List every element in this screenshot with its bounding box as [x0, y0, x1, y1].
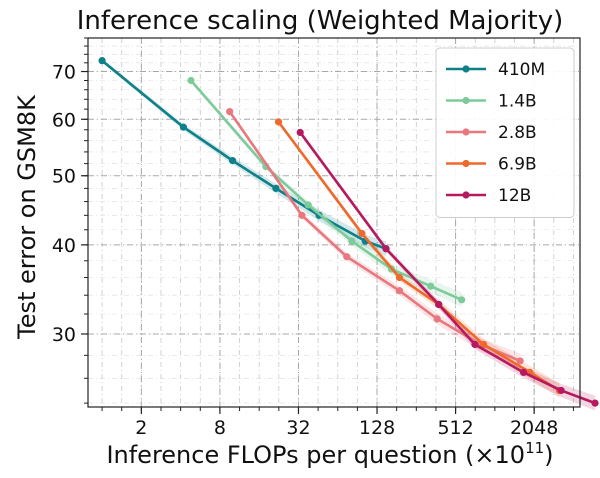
legend-marker-12B	[462, 191, 470, 199]
x-tick-label: 128	[359, 417, 395, 439]
data-point-1.4B	[187, 76, 195, 85]
data-point-12B	[435, 300, 443, 309]
x-tick-label: 512	[437, 417, 473, 439]
data-point-12B	[296, 128, 304, 137]
y-axis: 30 40 50 60 70	[52, 37, 88, 404]
data-point-1.4B	[427, 282, 435, 290]
x-tick-label: 2048	[510, 417, 558, 439]
data-point-1.4B	[304, 201, 312, 209]
series-band-410M	[102, 58, 387, 257]
data-point-2.8B	[433, 315, 441, 323]
data-point-12B	[471, 340, 479, 349]
legend-marker-410M	[462, 65, 470, 73]
plot-frame	[87, 37, 581, 408]
data-point-2.8B	[516, 357, 524, 365]
data-point-2.8B	[298, 211, 306, 219]
data-point-410M	[272, 184, 280, 192]
legend: 410M 1.4B 2.8B 6.9B 12B	[435, 47, 575, 218]
chart-title: Inference scaling (Weighted Majority)	[77, 6, 564, 36]
series-band-1.4B	[190, 78, 462, 308]
data-point-6.9B	[274, 118, 283, 126]
legend-label-6.9B: 6.9B	[498, 155, 537, 175]
legend-label-410M: 410M	[498, 60, 545, 80]
series-band-2.8B	[229, 109, 521, 369]
legend-marker-1.4B	[462, 96, 470, 105]
y-tick-label: 30	[52, 324, 76, 346]
x-axis-label-text: Inference FLOPs per question (×10	[106, 441, 525, 469]
data-point-2.8B	[395, 287, 404, 295]
data-point-410M	[228, 157, 237, 165]
legend-marker-6.9B	[462, 159, 470, 168]
legend-label-2.8B: 2.8B	[498, 123, 537, 143]
y-tick-label: 40	[52, 235, 76, 257]
x-axis: 2 8 32 128 512 2048	[101, 407, 574, 439]
y-tick-label: 60	[52, 109, 76, 131]
data-point-2.8B	[226, 108, 234, 116]
x-tick-label: 8	[214, 417, 226, 439]
data-point-6.9B	[480, 340, 488, 349]
data-point-410M	[98, 57, 106, 65]
data-point-1.4B	[348, 237, 356, 245]
legend-label-1.4B: 1.4B	[498, 92, 537, 112]
data-point-12B	[557, 386, 565, 395]
series-line-410M	[101, 59, 387, 250]
series-lines	[98, 57, 599, 407]
y-axis-label: Test error on GSM8K	[13, 94, 41, 340]
x-tick-label: 32	[286, 417, 310, 439]
data-point-12B	[519, 368, 528, 377]
data-point-12B	[591, 399, 599, 407]
legend-marker-2.8B	[462, 128, 470, 136]
data-point-410M	[179, 123, 188, 131]
data-point-6.9B	[395, 273, 404, 282]
x-axis-label: Inference FLOPs per question (×1011)	[106, 439, 553, 469]
y-tick-label: 70	[52, 62, 76, 84]
y-tick-label: 50	[52, 166, 76, 188]
data-point-12B	[382, 245, 390, 253]
x-axis-label-close: )	[544, 441, 553, 469]
data-point-1.4B	[458, 296, 466, 304]
data-point-6.9B	[358, 229, 366, 238]
x-axis-label-exponent: 11	[525, 439, 544, 457]
data-point-2.8B	[343, 253, 351, 261]
legend-box	[435, 47, 575, 218]
legend-label-12B: 12B	[498, 186, 531, 206]
x-tick-label: 2	[135, 417, 147, 439]
